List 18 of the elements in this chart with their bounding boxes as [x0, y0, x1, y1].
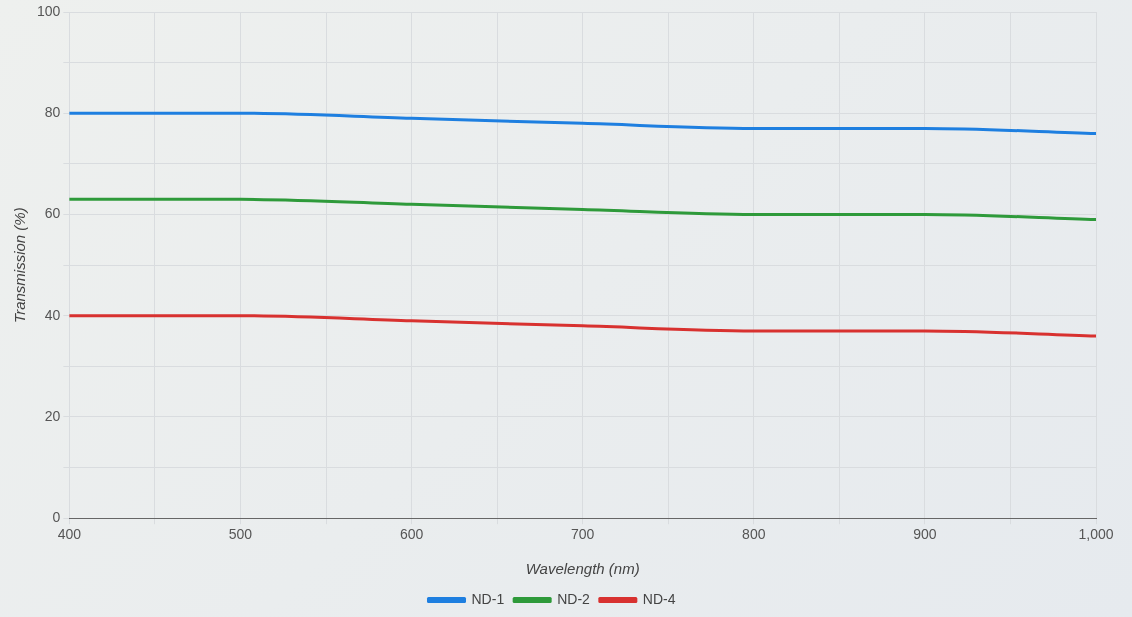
x-tick-label: 400	[57, 526, 82, 543]
x-tick-label: 500	[228, 526, 253, 543]
y-tick-label: 40	[44, 306, 61, 323]
x-tick-label: 700	[571, 526, 595, 543]
x-tick-label: 800	[742, 526, 766, 543]
y-axis-title: Transmission (%)	[11, 207, 29, 323]
x-axis-title: Wavelength (nm)	[525, 560, 640, 578]
y-tick-label: 60	[44, 205, 61, 222]
y-tick-label: 100	[37, 2, 61, 19]
legend-label: ND-2	[557, 590, 591, 607]
legend-label: ND-1	[471, 590, 505, 607]
legend-label: ND-4	[642, 590, 676, 607]
x-tick-label: 600	[399, 526, 424, 543]
y-tick-label: 80	[44, 104, 61, 121]
y-tick-label: 20	[44, 407, 61, 424]
y-tick-label: 0	[52, 509, 61, 526]
x-tick-label: 900	[913, 526, 937, 543]
x-tick-label: 1,000	[1078, 526, 1114, 543]
